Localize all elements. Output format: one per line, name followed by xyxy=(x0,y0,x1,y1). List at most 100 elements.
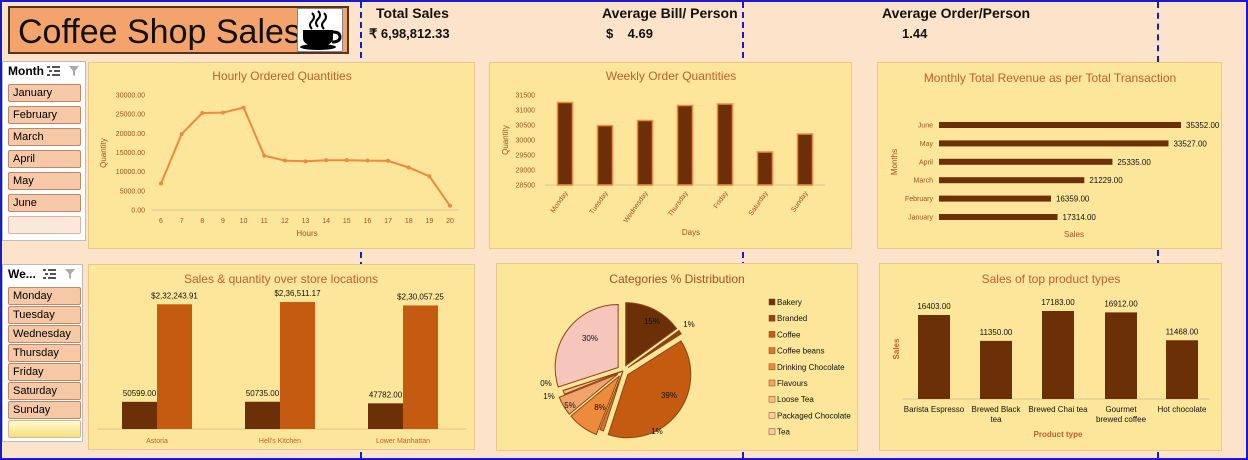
y-tick-label: 29000 xyxy=(516,168,536,175)
pie-slice xyxy=(625,302,678,367)
y-tick-label: 31500 xyxy=(516,93,536,100)
data-label: 30% xyxy=(582,334,598,343)
chart-title: Sales of top product types xyxy=(982,272,1121,286)
bar xyxy=(939,214,1058,220)
data-point xyxy=(200,111,205,116)
x-tick-label: Thursday xyxy=(667,190,690,218)
x-tick-label: Friday xyxy=(713,190,730,210)
weekday-item-friday[interactable]: Friday xyxy=(8,363,81,381)
x-axis-title: Days xyxy=(682,228,700,237)
x-tick-label: Wednesday xyxy=(623,190,650,225)
x-tick-label: 8 xyxy=(200,218,204,225)
bar xyxy=(157,304,192,429)
x-tick-label: 17 xyxy=(384,218,392,225)
y-tick-label: March xyxy=(914,178,934,185)
data-point xyxy=(427,174,432,179)
x-tick-label: Brewed Chai tea xyxy=(1028,405,1088,414)
slicer-controls xyxy=(43,269,75,279)
month-item-march[interactable]: March xyxy=(8,128,81,146)
panel-products: Sales of top product types 16403.00 Barist… xyxy=(879,263,1222,451)
bar xyxy=(939,140,1169,147)
data-label: 35352.00 xyxy=(1186,121,1220,130)
weekday-item-saturday[interactable]: Saturday xyxy=(8,382,81,400)
x-tick-label: 12 xyxy=(281,218,289,225)
clear-filter-icon[interactable] xyxy=(69,66,79,76)
x-tick-label: 11 xyxy=(261,218,268,225)
y-tick-label: 30000 xyxy=(516,138,536,145)
weekday-item-monday[interactable]: Monday xyxy=(8,287,81,305)
weekday-item-thursday[interactable]: Thursday xyxy=(8,344,81,362)
bar xyxy=(939,158,1113,165)
chart-title: Sales & quantity over store locations xyxy=(184,272,378,286)
multi-select-icon[interactable] xyxy=(43,269,56,279)
panel-stores: Sales & quantity over store locations 505… xyxy=(88,264,475,450)
y-tick-label: 20000.00 xyxy=(116,131,145,138)
panel-hourly: Hourly Ordered Quantities 0.00 5000.00 1000… xyxy=(88,62,475,249)
data-label: 17314.00 xyxy=(1063,213,1097,222)
month-item-blank[interactable] xyxy=(8,216,81,234)
month-item-february[interactable]: February xyxy=(8,106,81,124)
panel-categories: Categories % Distribution 15% 1% 39% 1% 8% 5% 1… xyxy=(496,263,858,451)
bar xyxy=(676,104,694,186)
monthly-revenue-chart: Monthly Total Revenue as per Total Trans… xyxy=(890,71,1220,239)
data-label: 1% xyxy=(683,320,695,329)
data-label: 8% xyxy=(594,403,606,412)
legend-swatch xyxy=(768,412,776,419)
y-tick-label: May xyxy=(920,141,934,148)
legend-swatch xyxy=(768,363,776,371)
multi-select-icon[interactable] xyxy=(47,66,60,76)
clear-filter-icon[interactable] xyxy=(65,269,75,279)
weekday-item-wednesday[interactable]: Wednesday xyxy=(8,325,81,343)
legend-label: Packaged Chocolate xyxy=(777,411,851,420)
divider xyxy=(1157,2,1159,62)
coffee-cup-icon xyxy=(297,8,343,52)
panel-monthly: Monthly Total Revenue as per Total Trans… xyxy=(877,62,1222,249)
x-tick-label: Astoria xyxy=(146,438,168,445)
y-tick-label: January xyxy=(908,215,933,222)
y-tick-label: 10000.00 xyxy=(116,169,145,176)
bar xyxy=(1166,340,1198,399)
y-tick-label: 25000.00 xyxy=(116,112,145,119)
legend-swatch xyxy=(768,379,776,387)
x-tick-label: 14 xyxy=(322,218,330,225)
bar xyxy=(403,305,438,429)
x-tick-label: 16 xyxy=(364,218,372,225)
x-tick-label: 10 xyxy=(240,218,248,225)
weekday-item-blank[interactable] xyxy=(8,420,81,438)
data-label: 16912.00 xyxy=(1104,299,1138,308)
data-point xyxy=(179,132,184,137)
title-banner: Coffee Shop Sales xyxy=(8,6,349,54)
data-label: 50599.00 xyxy=(123,389,157,398)
month-item-january[interactable]: January xyxy=(8,84,81,102)
weekday-slicer: We... Monday Tuesday Wednesday Thursday … xyxy=(2,264,83,442)
y-tick-label: June xyxy=(918,123,933,130)
data-label: 1% xyxy=(543,392,555,401)
data-label: $2,36,511.17 xyxy=(274,289,321,298)
bar xyxy=(980,340,1012,399)
bar xyxy=(122,401,157,429)
month-item-june[interactable]: June xyxy=(8,194,81,212)
x-tick-label: Saturday xyxy=(748,190,770,217)
chart-title: Monthly Total Revenue as per Total Trans… xyxy=(924,71,1176,85)
x-axis-title: Hours xyxy=(296,229,317,238)
y-tick-label: 30000.00 xyxy=(116,93,145,100)
weekday-item-tuesday[interactable]: Tuesday xyxy=(8,306,81,324)
y-axis-title: Months xyxy=(890,149,899,175)
pie-slice xyxy=(558,373,619,415)
month-item-april[interactable]: April xyxy=(8,150,81,168)
data-label: 33527.00 xyxy=(1174,139,1208,148)
bar xyxy=(716,103,734,186)
bar xyxy=(636,119,654,186)
legend-label: Loose Tea xyxy=(777,395,814,404)
data-point xyxy=(159,181,163,186)
weekday-item-sunday[interactable]: Sunday xyxy=(8,401,81,419)
x-tick-label: 20 xyxy=(446,218,454,225)
pie-slice xyxy=(562,370,624,395)
data-label: 47782.00 xyxy=(369,390,403,399)
month-item-may[interactable]: May xyxy=(8,172,81,190)
data-point xyxy=(241,105,246,110)
slicer-controls xyxy=(47,66,79,76)
y-tick-label: 5000.00 xyxy=(120,188,145,195)
bar xyxy=(596,124,614,186)
